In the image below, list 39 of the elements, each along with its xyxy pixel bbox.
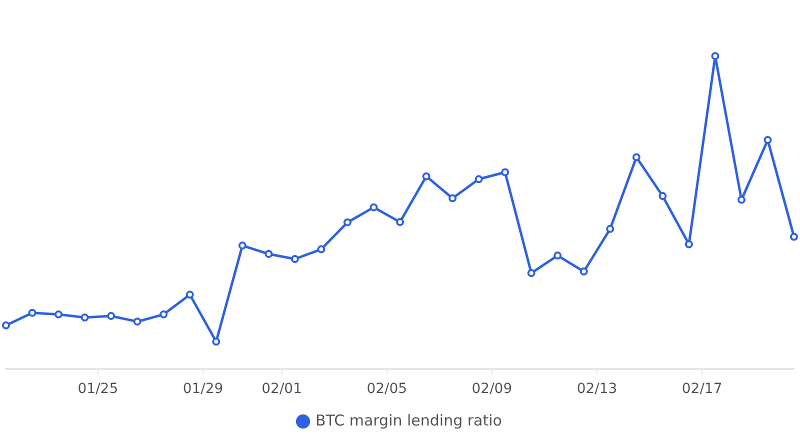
point — [264, 250, 273, 258]
x-tick-label: 01/29 — [182, 381, 224, 398]
point — [80, 314, 89, 322]
point — [370, 203, 378, 212]
point — [580, 268, 588, 276]
x-tick-label: 02/09 — [472, 381, 512, 398]
point — [448, 194, 457, 202]
point — [396, 218, 404, 226]
point — [186, 290, 194, 299]
point — [632, 153, 640, 162]
point — [133, 318, 142, 326]
point — [527, 269, 536, 278]
point — [343, 218, 352, 226]
point — [606, 224, 614, 233]
point — [711, 52, 720, 60]
point — [2, 321, 10, 330]
point — [238, 242, 246, 250]
point — [160, 310, 168, 318]
point — [554, 252, 562, 260]
x-tick-label: 02/05 — [366, 381, 408, 398]
point — [290, 254, 299, 263]
point — [107, 312, 116, 320]
point — [422, 172, 430, 180]
legend-label: BTC margin lending ratio — [316, 411, 502, 430]
point — [54, 310, 63, 318]
x-tick-label: 02/01 — [262, 381, 302, 398]
point — [501, 168, 510, 176]
x-tick-label: 02/13 — [576, 381, 618, 398]
point — [790, 232, 798, 241]
x-tick-label: 02/17 — [682, 381, 722, 398]
point — [317, 245, 326, 254]
point — [658, 192, 667, 200]
point — [474, 175, 483, 184]
point — [212, 338, 220, 346]
point — [764, 136, 772, 144]
x-tick-label: 01/25 — [78, 381, 118, 398]
point — [684, 240, 693, 248]
point — [28, 308, 36, 317]
point — [737, 196, 746, 204]
